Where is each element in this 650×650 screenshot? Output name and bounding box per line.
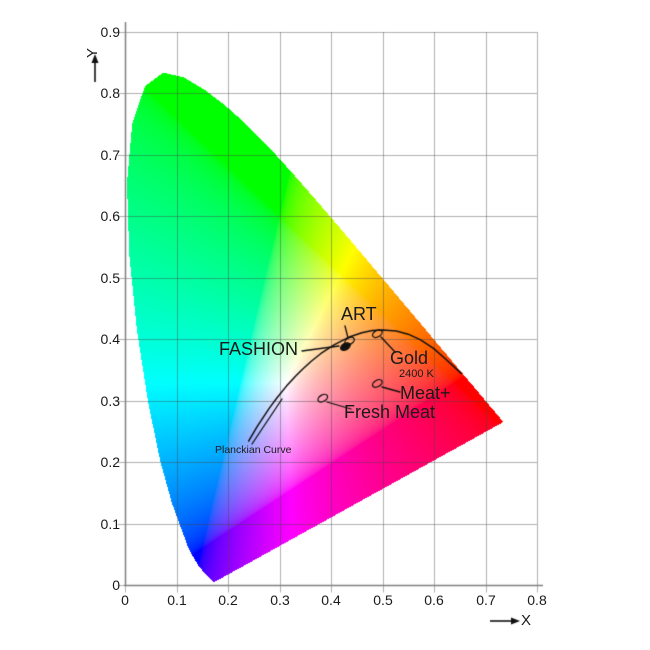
- y-tick-label: 0.9: [100, 24, 120, 40]
- x-tick-label: 0.4: [321, 592, 341, 608]
- y-tick-label: 0.5: [100, 270, 120, 286]
- x-tick-label: 0.5: [373, 592, 393, 608]
- x-tick-label: 0.8: [527, 592, 547, 608]
- y-tick-label: 0.4: [100, 331, 120, 347]
- planckian-curve-label: Planckian Curve: [215, 444, 292, 456]
- point-label-fresh-meat: Fresh Meat: [344, 402, 436, 422]
- y-tick-label: 0.8: [100, 85, 120, 101]
- y-tick-label: 0.1: [100, 516, 120, 532]
- y-axis-label: Y: [84, 47, 101, 58]
- y-tick-label: 0: [112, 577, 120, 593]
- point-label-meat-plus: Meat+: [400, 383, 451, 403]
- y-tick-label: 0.3: [100, 393, 120, 409]
- point-label-fashion: FASHION: [218, 339, 298, 359]
- x-tick-label: 0.3: [270, 592, 290, 608]
- point-label-gold: Gold: [390, 348, 429, 368]
- gold-temperature-label: 2400 K: [399, 368, 434, 380]
- point-label-art: ART: [341, 304, 377, 324]
- x-tick-label: 0.1: [167, 592, 187, 608]
- x-tick-label: 0.6: [424, 592, 444, 608]
- y-tick-label: 0.2: [100, 454, 120, 470]
- y-tick-label: 0.6: [100, 208, 120, 224]
- y-tick-label: 0.7: [100, 147, 120, 163]
- x-tick-label: 0.2: [218, 592, 238, 608]
- x-axis-label: X: [521, 612, 532, 629]
- x-tick-label: 0.7: [476, 592, 496, 608]
- x-tick-label: 0: [121, 592, 129, 608]
